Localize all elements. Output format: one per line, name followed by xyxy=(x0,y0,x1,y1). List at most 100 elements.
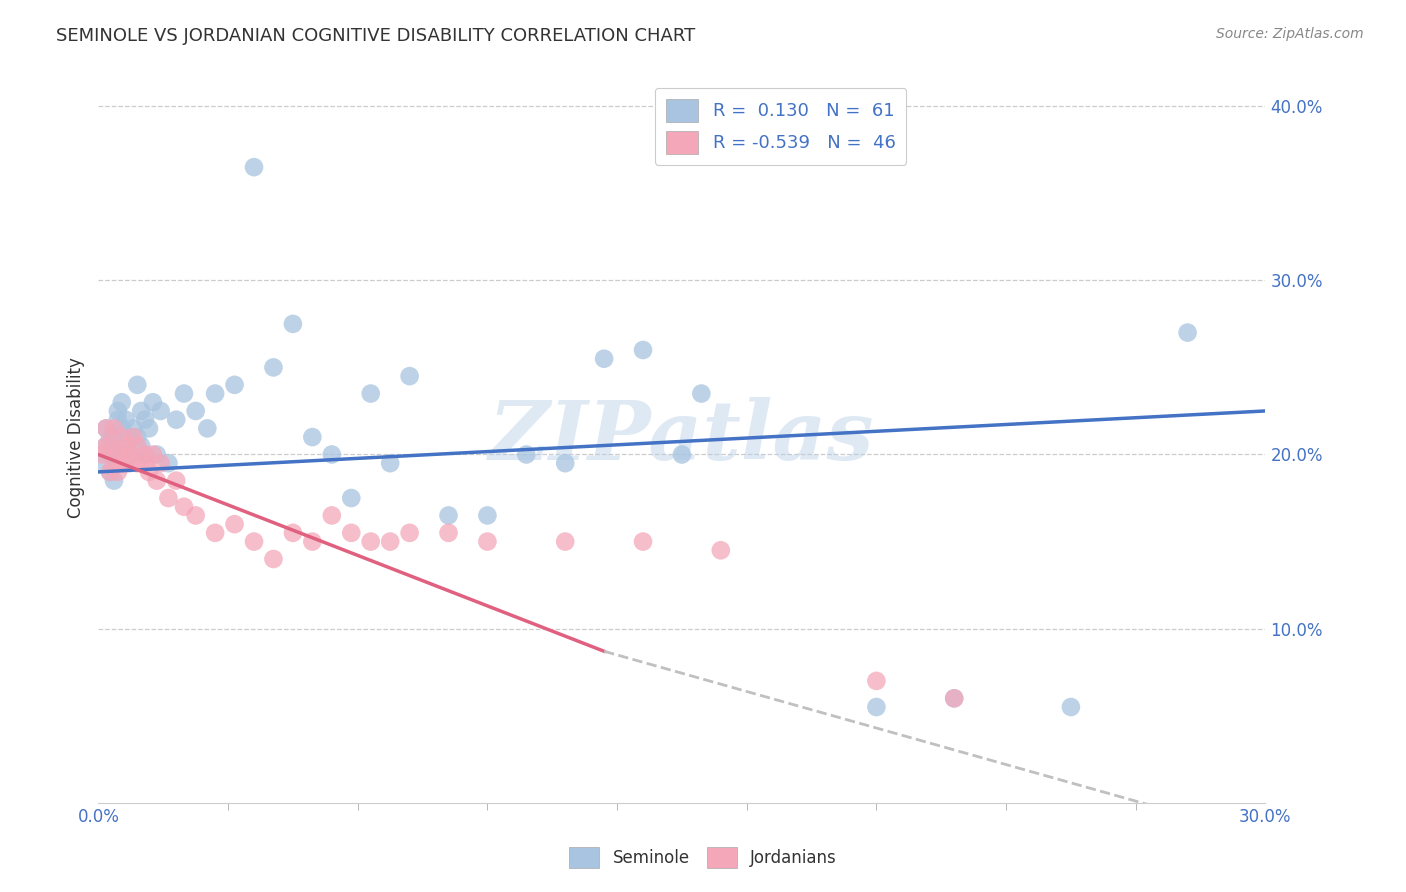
Point xyxy=(98,465,121,479)
Point xyxy=(515,448,537,462)
Point xyxy=(114,439,136,453)
Point xyxy=(118,448,141,462)
Point xyxy=(127,377,149,392)
Point xyxy=(149,456,172,470)
Point xyxy=(157,491,180,505)
Point xyxy=(91,448,114,462)
Point xyxy=(111,430,134,444)
Point xyxy=(103,474,125,488)
Text: Source: ZipAtlas.com: Source: ZipAtlas.com xyxy=(1216,27,1364,41)
Point xyxy=(103,456,125,470)
Point xyxy=(380,456,402,470)
Point xyxy=(114,412,136,426)
Point xyxy=(138,465,160,479)
Point xyxy=(118,430,141,444)
Point xyxy=(134,412,156,426)
Point xyxy=(173,386,195,401)
Point xyxy=(107,404,129,418)
Point xyxy=(114,448,136,462)
Point xyxy=(262,360,284,375)
Point xyxy=(111,456,134,470)
Point xyxy=(360,534,382,549)
Point xyxy=(165,474,187,488)
Point xyxy=(301,534,323,549)
Point xyxy=(195,421,218,435)
Legend: R =  0.130   N =  61, R = -0.539   N =  46: R = 0.130 N = 61, R = -0.539 N = 46 xyxy=(655,87,907,165)
Point xyxy=(184,508,207,523)
Point xyxy=(142,448,165,462)
Point xyxy=(173,500,195,514)
Point xyxy=(593,351,616,366)
Point xyxy=(96,439,118,453)
Point xyxy=(437,508,460,523)
Point xyxy=(631,534,654,549)
Point xyxy=(149,404,172,418)
Point xyxy=(631,343,654,357)
Point xyxy=(321,448,343,462)
Point xyxy=(118,456,141,470)
Point xyxy=(380,534,402,549)
Point xyxy=(477,534,499,549)
Y-axis label: Cognitive Disability: Cognitive Disability xyxy=(66,357,84,517)
Point xyxy=(118,448,141,462)
Point xyxy=(111,421,134,435)
Point xyxy=(98,448,121,462)
Point xyxy=(1177,326,1199,340)
Point xyxy=(943,691,966,706)
Point xyxy=(134,448,156,462)
Point xyxy=(134,448,156,462)
Point xyxy=(224,517,246,532)
Point xyxy=(321,508,343,523)
Point xyxy=(243,160,266,174)
Point xyxy=(360,386,382,401)
Point xyxy=(138,421,160,435)
Point xyxy=(671,448,693,462)
Point xyxy=(398,369,420,384)
Point xyxy=(865,673,887,688)
Point xyxy=(340,491,363,505)
Point xyxy=(146,474,169,488)
Point xyxy=(98,430,121,444)
Point xyxy=(129,439,152,453)
Point xyxy=(107,456,129,470)
Point xyxy=(122,430,145,444)
Point xyxy=(204,386,226,401)
Point xyxy=(107,412,129,426)
Point xyxy=(281,525,304,540)
Point xyxy=(114,439,136,453)
Point xyxy=(98,439,121,453)
Point xyxy=(122,421,145,435)
Point xyxy=(690,386,713,401)
Legend: Seminole, Jordanians: Seminole, Jordanians xyxy=(562,840,844,875)
Point xyxy=(142,395,165,409)
Point xyxy=(184,404,207,418)
Point xyxy=(710,543,733,558)
Point xyxy=(96,421,118,435)
Point xyxy=(554,456,576,470)
Point xyxy=(340,525,363,540)
Point xyxy=(127,456,149,470)
Point xyxy=(477,508,499,523)
Point xyxy=(943,691,966,706)
Point xyxy=(157,456,180,470)
Point xyxy=(554,534,576,549)
Point xyxy=(301,430,323,444)
Point xyxy=(398,525,420,540)
Point xyxy=(114,456,136,470)
Point xyxy=(224,377,246,392)
Point xyxy=(243,534,266,549)
Point xyxy=(281,317,304,331)
Point xyxy=(134,456,156,470)
Point xyxy=(111,395,134,409)
Point xyxy=(165,412,187,426)
Point xyxy=(111,448,134,462)
Point xyxy=(91,456,114,470)
Point xyxy=(865,700,887,714)
Point xyxy=(437,525,460,540)
Text: SEMINOLE VS JORDANIAN COGNITIVE DISABILITY CORRELATION CHART: SEMINOLE VS JORDANIAN COGNITIVE DISABILI… xyxy=(56,27,696,45)
Point xyxy=(146,448,169,462)
Point xyxy=(1060,700,1083,714)
Point xyxy=(103,421,125,435)
Point xyxy=(127,430,149,444)
Point xyxy=(103,430,125,444)
